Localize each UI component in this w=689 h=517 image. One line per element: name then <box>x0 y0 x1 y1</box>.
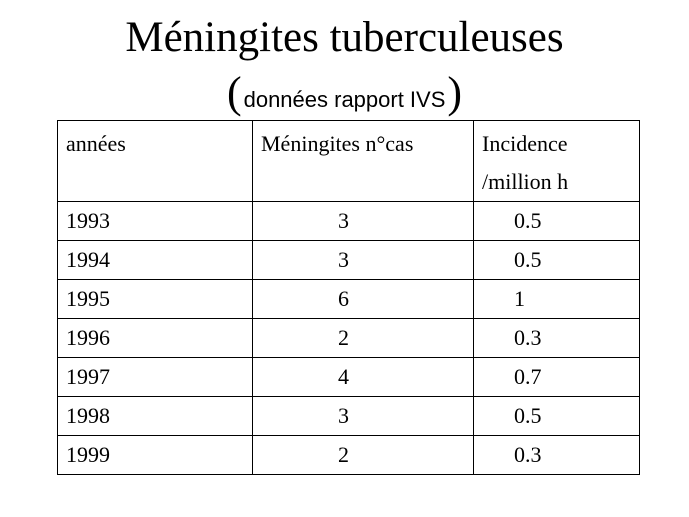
header-incidence: Incidence /million h <box>473 120 640 202</box>
table-row: 1994 3 0.5 <box>57 240 640 280</box>
header-incidence-text: Incidence /million h <box>482 131 569 194</box>
cell-incidence: 0.5 <box>473 240 640 280</box>
page-subtitle: (données rapport IVS) <box>0 66 689 130</box>
cell-incidence: 0.5 <box>473 396 640 436</box>
cell-cases: 3 <box>252 201 474 241</box>
subtitle-close-paren: ) <box>447 68 463 117</box>
cell-incidence: 1 <box>473 279 640 319</box>
cell-incidence: 0.3 <box>473 318 640 358</box>
cell-incidence: 0.3 <box>473 435 640 475</box>
cell-cases: 6 <box>252 279 474 319</box>
subtitle-text: données rapport IVS <box>243 87 446 112</box>
table-body: 1993 3 0.5 1994 3 0.5 1995 6 1 1996 2 0.… <box>57 201 640 475</box>
cell-year: 1995 <box>57 279 253 319</box>
cell-year: 1997 <box>57 357 253 397</box>
cell-cases: 4 <box>252 357 474 397</box>
table-row: 1996 2 0.3 <box>57 318 640 358</box>
cell-incidence: 0.7 <box>473 357 640 397</box>
cell-cases: 3 <box>252 240 474 280</box>
header-annees: années <box>57 120 253 202</box>
cell-year: 1996 <box>57 318 253 358</box>
cell-year: 1993 <box>57 201 253 241</box>
cell-cases: 2 <box>252 435 474 475</box>
cell-year: 1999 <box>57 435 253 475</box>
cell-year: 1998 <box>57 396 253 436</box>
table-row: 1993 3 0.5 <box>57 201 640 241</box>
cell-cases: 3 <box>252 396 474 436</box>
header-meningites-cas: Méningites n°cas <box>252 120 474 202</box>
cell-cases: 2 <box>252 318 474 358</box>
table-row: 1999 2 0.3 <box>57 435 640 475</box>
subtitle-open-paren: ( <box>226 68 242 117</box>
table-row: 1998 3 0.5 <box>57 396 640 436</box>
table-row: 1997 4 0.7 <box>57 357 640 397</box>
cell-incidence: 0.5 <box>473 201 640 241</box>
cell-year: 1994 <box>57 240 253 280</box>
meningitis-table: années Méningites n°cas Incidence /milli… <box>57 120 640 475</box>
table-row: 1995 6 1 <box>57 279 640 319</box>
table-header-row: années Méningites n°cas Incidence /milli… <box>57 120 640 202</box>
page-title: Méningites tuberculeuses <box>125 14 564 61</box>
